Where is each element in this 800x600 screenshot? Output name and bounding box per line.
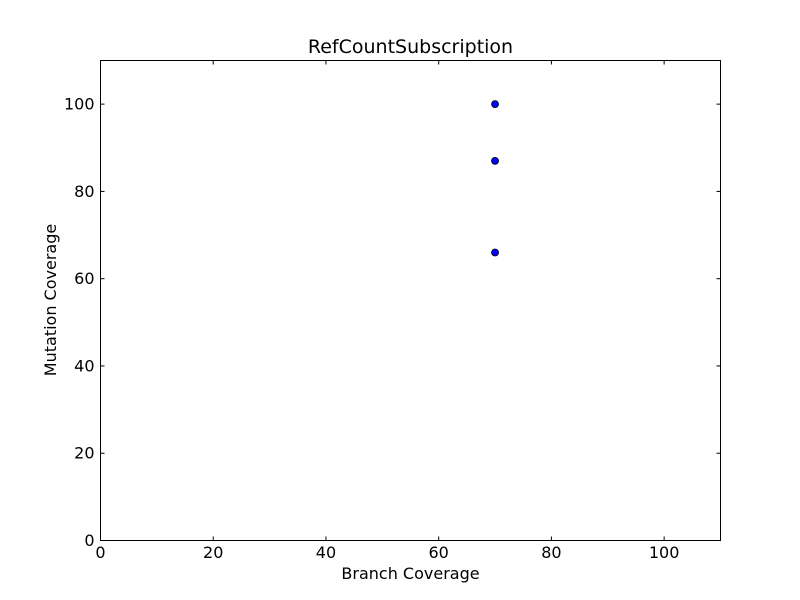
x-tick-label: 80 — [541, 543, 561, 562]
data-points — [491, 100, 499, 257]
y-tick-label: 80 — [74, 182, 94, 201]
x-axis-label: Branch Coverage — [341, 564, 479, 583]
x-axis-ticks: 0 20 40 60 80 100 — [95, 60, 680, 562]
scatter-point — [491, 100, 499, 109]
y-tick-label: 40 — [74, 356, 94, 375]
scatter-point — [491, 248, 499, 257]
y-tick-label: 20 — [74, 444, 94, 463]
x-tick-label: 20 — [203, 543, 223, 562]
x-tick-label: 0 — [95, 543, 105, 562]
chart-title: RefCountSubscription — [308, 36, 513, 58]
scatter-point — [491, 156, 499, 165]
y-axis-ticks: 0 20 40 60 80 100 — [64, 95, 721, 550]
x-tick-label: 100 — [649, 543, 680, 562]
x-tick-label: 40 — [316, 543, 336, 562]
y-tick-label: 100 — [64, 95, 95, 114]
y-tick-label: 0 — [84, 531, 94, 550]
y-tick-label: 60 — [74, 269, 94, 288]
plot-area-frame — [100, 60, 721, 541]
x-tick-label: 60 — [429, 543, 449, 562]
y-axis-label: Mutation Coverage — [41, 224, 60, 376]
